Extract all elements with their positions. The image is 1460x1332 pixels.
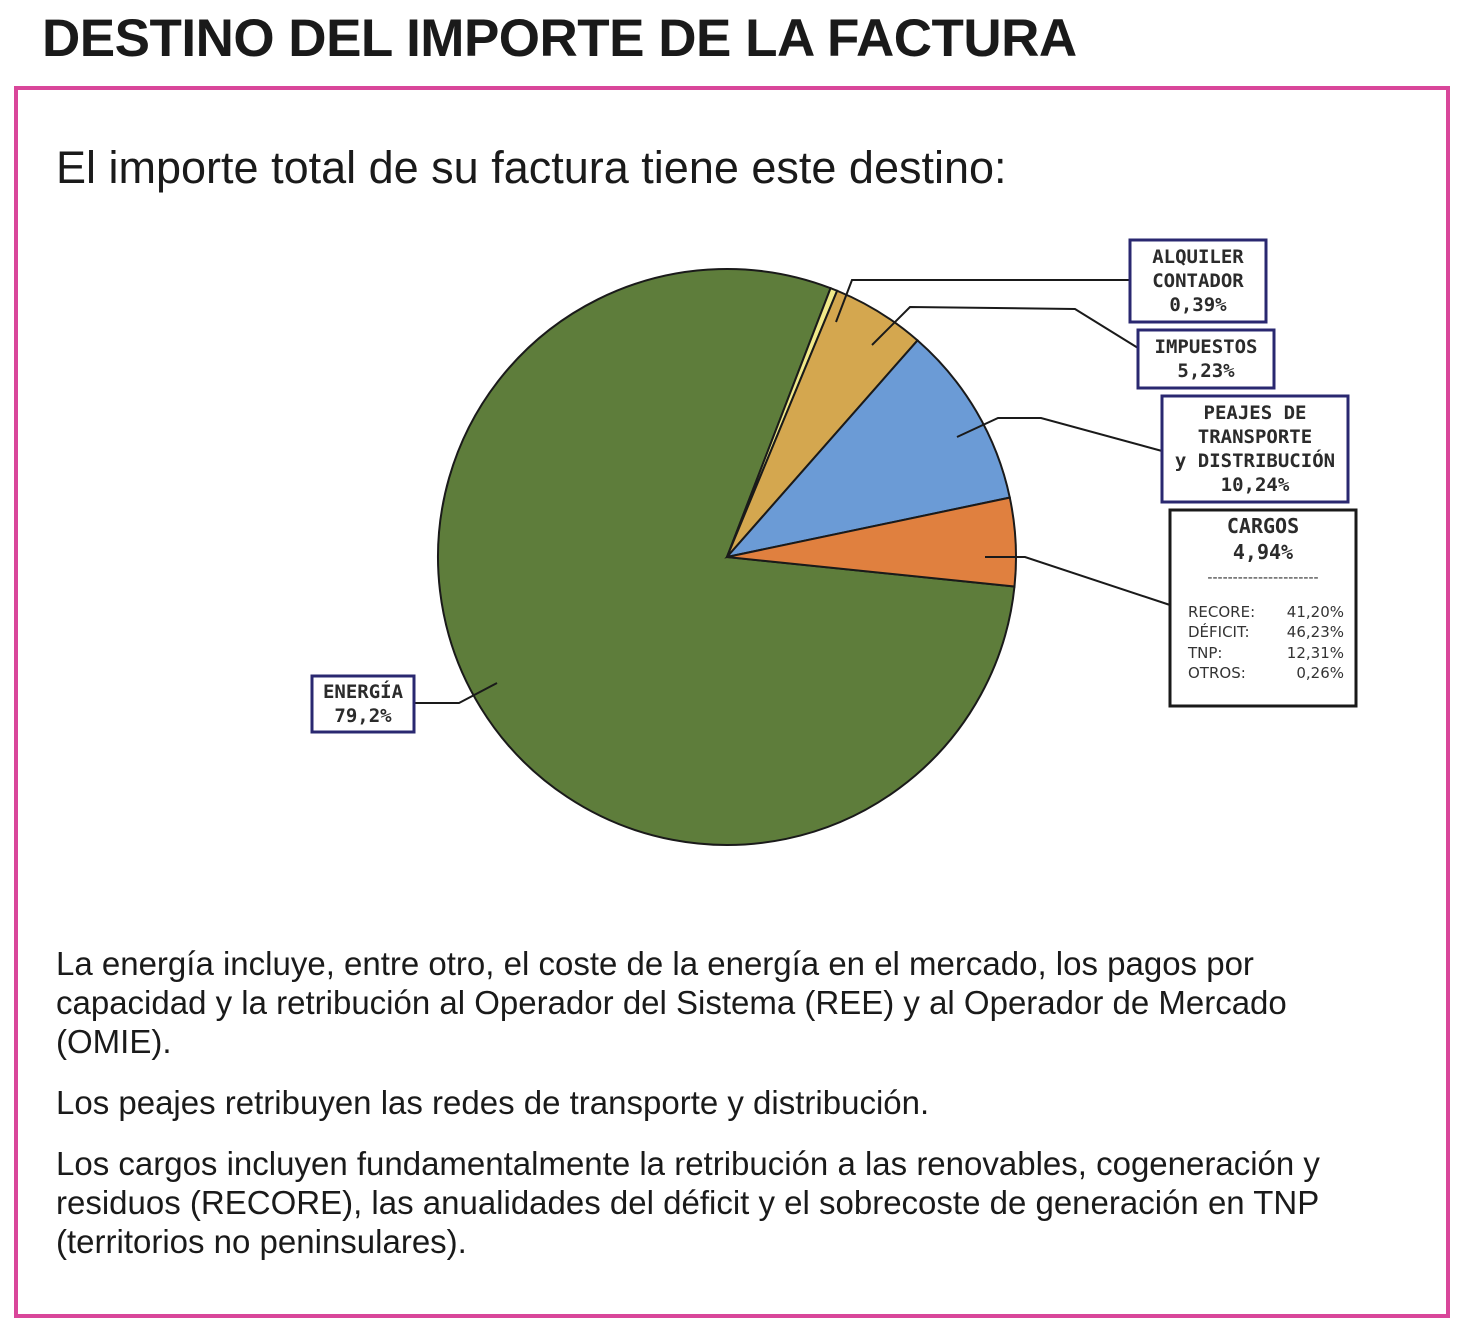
chart-intro: El importe total de su factura tiene est…	[56, 142, 1007, 193]
leader-line-peajes	[956, 417, 1163, 452]
label-alquiler-value: 0,39%	[1169, 294, 1227, 316]
label-cargos: CARGOS 4,94% ---------------------- RECO…	[1168, 508, 1358, 708]
leader-line-alquiler	[835, 279, 1130, 323]
label-peajes-value: 10,24%	[1221, 474, 1290, 496]
page-title: DESTINO DEL IMPORTE DE LA FACTURA	[42, 9, 1077, 68]
label-peajes: PEAJES DE TRANSPORTE y DISTRIBUCIÓN 10,2…	[1160, 394, 1350, 504]
label-impuestos: IMPUESTOS 5,23%	[1136, 328, 1276, 390]
leader-line-energia	[414, 682, 498, 704]
label-peajes-line3: y DISTRIBUCIÓN	[1175, 448, 1335, 472]
cargos-tnp-label: TNP:	[1187, 644, 1222, 662]
cargos-otros-value: 0,26%	[1296, 664, 1344, 682]
slice-peajes	[724, 339, 1011, 559]
cargos-tnp-value: 12,31%	[1287, 644, 1344, 662]
cargos-deficit-label: DÉFICIT:	[1188, 622, 1250, 641]
cargos-otros-label: OTROS:	[1188, 664, 1246, 682]
cargos-deficit-value: 46,23%	[1287, 623, 1344, 641]
cargos-divider: ----------------------	[1207, 570, 1318, 586]
paragraph-energia: La energía incluye, entre otro, el coste…	[56, 945, 1287, 1060]
paragraph-peajes: Los peajes retribuyen las redes de trans…	[56, 1084, 930, 1121]
cargos-recore-label: RECORE:	[1188, 603, 1255, 621]
leader-line-cargos	[985, 556, 1171, 606]
label-box-peajes	[1160, 394, 1350, 504]
label-energia-name: ENERGÍA	[323, 680, 404, 703]
label-cargos-name: CARGOS	[1227, 514, 1299, 538]
label-box-energia	[310, 674, 416, 734]
label-cargos-value: 4,94%	[1233, 540, 1293, 564]
label-peajes-line1: PEAJES DE	[1204, 402, 1307, 424]
leader-line-impuestos	[871, 305, 1139, 349]
label-box-alquiler	[1128, 238, 1268, 324]
label-impuestos-value: 5,23%	[1177, 360, 1235, 382]
explanatory-text: La energía incluye, entre otro, el coste…	[56, 944, 1396, 1283]
content-frame	[14, 86, 1450, 1318]
label-alquiler-line2: CONTADOR	[1152, 270, 1244, 292]
label-alquiler: ALQUILER CONTADOR 0,39%	[1128, 238, 1268, 324]
cargos-recore-value: 41,20%	[1287, 603, 1344, 621]
label-box-cargos	[1168, 508, 1358, 708]
label-energia-value: 79,2%	[334, 705, 392, 727]
label-energia: ENERGÍA 79,2%	[310, 674, 416, 734]
paragraph-cargos: Los cargos incluyen fundamentalmente la …	[56, 1145, 1320, 1260]
label-box-impuestos	[1136, 328, 1276, 390]
label-alquiler-line1: ALQUILER	[1152, 246, 1244, 268]
label-impuestos-name: IMPUESTOS	[1155, 336, 1258, 358]
leader-lines	[414, 279, 1171, 704]
label-peajes-line2: TRANSPORTE	[1198, 426, 1312, 448]
slice-cargos	[726, 496, 1017, 588]
pie-slices	[437, 268, 1017, 846]
